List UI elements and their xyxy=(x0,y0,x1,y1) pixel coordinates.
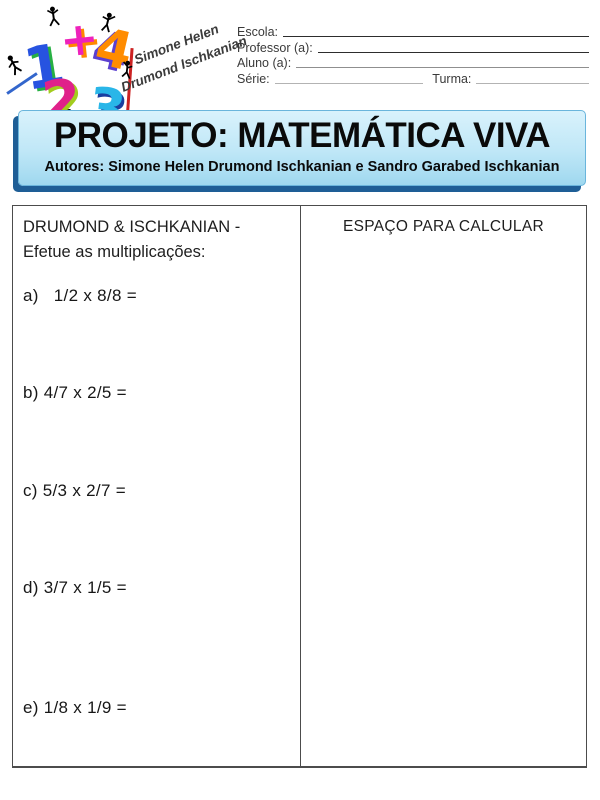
stick-figure-icon xyxy=(45,5,63,28)
project-title-banner: PROJETO: MATEMÁTICA VIVA Autores: Simone… xyxy=(18,110,586,186)
problem-e: e) 1/8 x 1/9 = xyxy=(23,698,127,717)
escola-blank-line xyxy=(283,36,589,38)
problem-c: c) 5/3 x 2/7 = xyxy=(23,481,126,500)
form-row-escola: Escola: xyxy=(237,24,589,39)
turma-blank-line xyxy=(476,82,589,84)
aluno-blank-line xyxy=(296,67,589,69)
stick-figure-icon xyxy=(98,10,118,34)
problem-d: d) 3/7 x 1/5 = xyxy=(23,578,127,597)
serie-label: Série: xyxy=(237,71,270,86)
stick-figure-skier-icon xyxy=(2,52,26,79)
professor-blank-line xyxy=(317,51,589,53)
calculation-space-column: ESPAÇO PARA CALCULAR xyxy=(301,206,586,766)
escola-label: Escola: xyxy=(237,25,278,40)
calculation-space-header: ESPAÇO PARA CALCULAR xyxy=(343,218,544,235)
student-info-form: Escola: Professor (a): Aluno (a): Série:… xyxy=(237,24,589,86)
serie-blank-line xyxy=(274,82,424,84)
problems-column-header: DRUMOND & ISCHKANIAN - Efetue as multipl… xyxy=(23,218,241,261)
form-row-professor: Professor (a): xyxy=(237,39,589,55)
professor-label: Professor (a): xyxy=(237,40,313,55)
problem-a: a) 1/2 x 8/8 = xyxy=(23,286,137,305)
form-row-serie-turma: Série: Turma: xyxy=(237,70,589,86)
authors-line: Autores: Simone Helen Drumond Ischkanian… xyxy=(44,159,560,175)
problems-column: DRUMOND & ISCHKANIAN - Efetue as multipl… xyxy=(13,206,301,766)
stick-figure-climber-icon xyxy=(119,59,135,80)
project-title: PROJETO: MATEMÁTICA VIVA xyxy=(53,116,551,155)
worksheet-table: DRUMOND & ISCHKANIAN - Efetue as multipl… xyxy=(12,205,587,768)
problem-b: b) 4/7 x 2/5 = xyxy=(23,383,127,402)
form-row-aluno: Aluno (a): xyxy=(237,55,589,70)
turma-label: Turma: xyxy=(432,71,472,86)
aluno-label: Aluno (a): xyxy=(237,56,292,71)
